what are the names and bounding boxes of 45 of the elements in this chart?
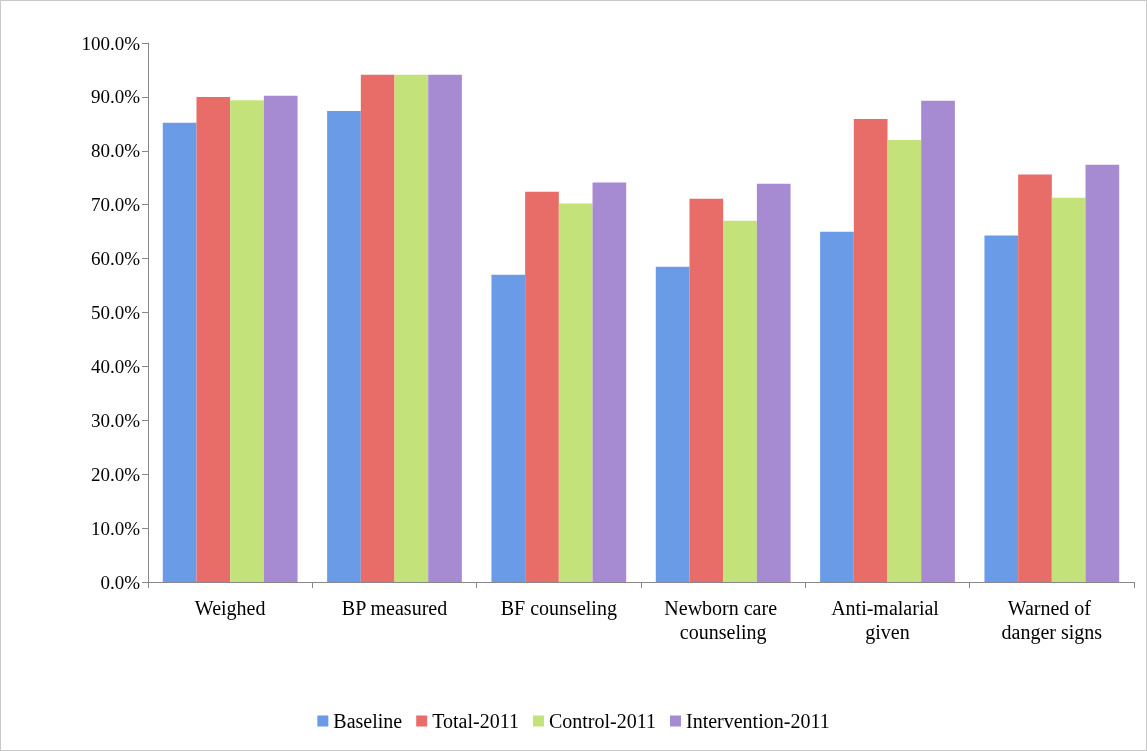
legend-label: Baseline — [333, 710, 403, 732]
bar — [921, 100, 955, 582]
bar — [1085, 164, 1120, 582]
y-tick-label: 50.0% — [90, 302, 141, 323]
y-tick-label: 10.0% — [90, 517, 141, 539]
bar — [327, 110, 361, 582]
bar — [491, 274, 526, 582]
bar — [853, 119, 888, 582]
y-tick-label: 0.0% — [100, 571, 141, 593]
bar — [887, 140, 922, 582]
x-tick-label: BF counseling — [500, 597, 617, 620]
bar — [1051, 197, 1086, 582]
x-tick-label: Warned of danger signs — [1001, 597, 1103, 644]
bar — [428, 74, 462, 582]
legend-label: Total-2011 — [432, 710, 519, 732]
bar — [230, 100, 264, 582]
bar — [1018, 174, 1052, 582]
y-tick-label: 40.0% — [90, 355, 141, 377]
bar — [263, 95, 298, 582]
bar — [723, 220, 757, 582]
x-tick-label: Weighed — [194, 597, 266, 620]
bar — [592, 182, 627, 582]
y-tick-label: 90.0% — [90, 86, 141, 108]
bar — [655, 266, 690, 582]
x-tick-label: Anti-malarial given — [831, 597, 944, 644]
legend-label: Intervention-2011 — [685, 710, 830, 732]
bar — [689, 198, 724, 582]
bar — [162, 122, 197, 582]
bar — [196, 96, 231, 582]
bar — [820, 231, 854, 582]
legend-label: Control-2011 — [548, 710, 656, 732]
bar — [525, 191, 559, 582]
y-tick-label: 20.0% — [90, 463, 141, 485]
y-tick-label: 70.0% — [90, 194, 141, 216]
y-tick-label: 60.0% — [90, 248, 141, 270]
bar — [360, 74, 395, 582]
y-tick-label: 30.0% — [90, 409, 141, 431]
x-tick-label: BP measured — [341, 597, 448, 619]
bar — [756, 183, 791, 582]
x-tick-label: Newborn care counseling — [664, 597, 783, 644]
y-tick-label: 100.0% — [81, 32, 141, 54]
bar — [558, 203, 593, 582]
bar — [394, 74, 429, 582]
y-tick-label: 80.0% — [90, 140, 141, 162]
bar — [984, 235, 1019, 582]
